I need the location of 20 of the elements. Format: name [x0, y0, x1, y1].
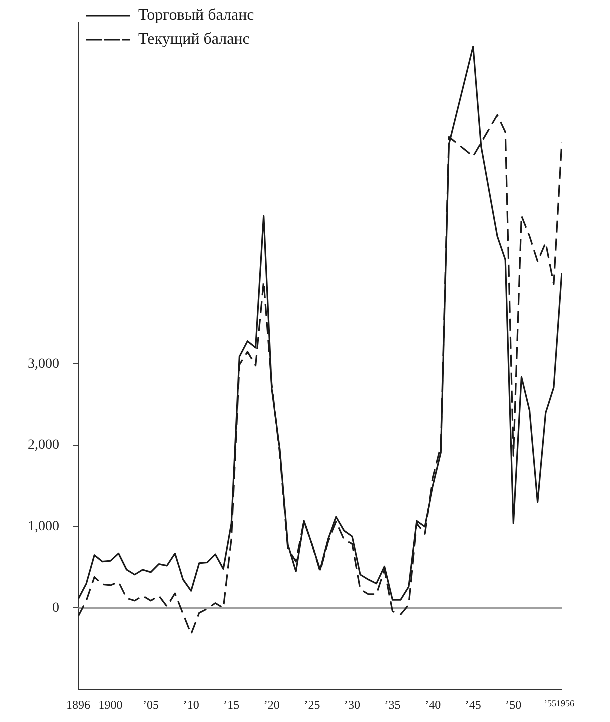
x-tick-label: 1900 — [98, 698, 123, 712]
x-tick-label: ’20 — [264, 698, 280, 712]
x-tick-label: ’55 — [544, 698, 557, 708]
y-tick-label: 2,000 — [28, 438, 60, 454]
x-tick-label: ’25 — [304, 698, 320, 712]
x-tick-label: 1956 — [556, 698, 575, 708]
x-tick-label: ’05 — [143, 698, 160, 712]
y-tick-label: 3,000 — [28, 356, 60, 372]
legend-label: Торговый баланс — [138, 7, 254, 24]
legend-label: Текущий баланс — [138, 31, 250, 48]
x-tick-label: 1896 — [66, 698, 90, 712]
y-tick-label: 0 — [52, 600, 60, 616]
x-tick-label: ’40 — [425, 698, 442, 712]
x-tick-label: ’50 — [506, 698, 522, 712]
x-tick-label: ’30 — [344, 698, 360, 712]
y-tick-label: 1,000 — [28, 520, 60, 535]
x-tick-label: ’45 — [465, 698, 482, 712]
x-tick-label: ’15 — [224, 698, 240, 712]
x-tick-label: ’10 — [183, 698, 200, 712]
x-tick-label: ’35 — [384, 698, 401, 712]
